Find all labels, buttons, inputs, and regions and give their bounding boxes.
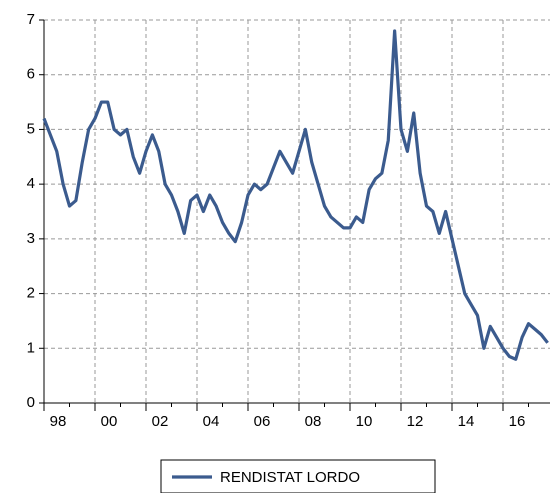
series-line: [42, 29, 549, 361]
y-tick-label: 3: [27, 230, 35, 247]
y-tick-label: 6: [27, 66, 35, 83]
y-tick-label: 4: [27, 175, 35, 192]
x-tick-label: 10: [356, 413, 373, 430]
y-tick-label: 7: [27, 11, 35, 28]
x-tick-label: 00: [101, 413, 118, 430]
x-tick-label: 98: [50, 413, 67, 430]
x-tick-label: 16: [509, 413, 526, 430]
y-tick-label: 2: [27, 285, 35, 302]
x-tick-label: 02: [152, 413, 169, 430]
y-tick-label: 0: [27, 394, 35, 411]
y-tick-label: 1: [27, 339, 35, 356]
y-tick-label: 5: [27, 120, 35, 137]
x-tick-label: 08: [305, 413, 322, 430]
x-tick-label: 12: [407, 413, 424, 430]
x-tick-label: 04: [203, 413, 220, 430]
x-tick-label: 06: [254, 413, 271, 430]
legend-label: RENDISTAT LORDO: [220, 469, 360, 486]
x-tick-label: 14: [458, 413, 475, 430]
